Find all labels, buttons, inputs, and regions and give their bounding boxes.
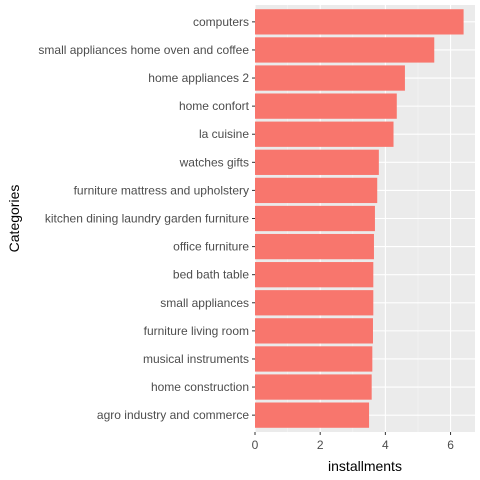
y-tick-label: furniture living room xyxy=(144,324,249,338)
bar xyxy=(255,93,397,119)
bar xyxy=(255,374,372,400)
x-tick-label: 6 xyxy=(447,438,454,452)
y-axis-title: Categories xyxy=(6,185,22,253)
bar xyxy=(255,262,374,288)
bar xyxy=(255,402,370,428)
bars xyxy=(255,9,464,428)
y-tick-label: small appliances xyxy=(160,296,249,310)
bar xyxy=(255,177,378,204)
y-tick-label: furniture mattress and upholstery xyxy=(74,183,249,197)
y-tick-label: watches gifts xyxy=(179,155,249,169)
y-tick-label: agro industry and commerce xyxy=(97,408,249,422)
x-axis-title: installments xyxy=(328,458,402,474)
y-tick-label: home construction xyxy=(151,380,249,394)
bar xyxy=(255,346,373,372)
y-tick-label: musical instruments xyxy=(143,352,249,366)
x-axis: 0 2 4 6 xyxy=(252,432,454,452)
bar xyxy=(255,149,379,175)
y-tick-label: office furniture xyxy=(173,240,249,254)
x-tick-label: 0 xyxy=(252,438,259,452)
y-tick-label: kitchen dining laundry garden furniture xyxy=(45,212,249,226)
bar xyxy=(255,290,374,316)
x-tick-label: 4 xyxy=(382,438,389,452)
y-tick-label: home appliances 2 xyxy=(148,71,249,85)
y-tick-label: la cuisine xyxy=(199,127,249,141)
x-tick-label: 2 xyxy=(317,438,324,452)
bar xyxy=(255,37,435,63)
y-tick-label: computers xyxy=(193,15,249,29)
y-tick-label: small appliances home oven and coffee xyxy=(38,43,249,57)
bar xyxy=(255,9,464,35)
y-tick-label: home confort xyxy=(179,99,250,113)
bar xyxy=(255,318,373,344)
y-axis: computers small appliances home oven and … xyxy=(38,15,255,422)
bar xyxy=(255,65,405,91)
y-tick-label: bed bath table xyxy=(173,268,249,282)
bar xyxy=(255,205,375,232)
bar xyxy=(255,121,394,147)
bar xyxy=(255,233,374,260)
